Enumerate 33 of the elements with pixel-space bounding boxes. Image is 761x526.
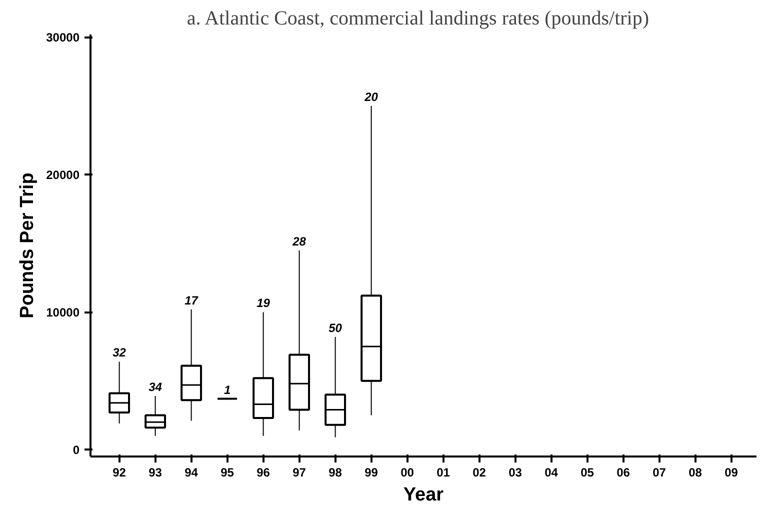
x-tick-label: 93 — [148, 466, 162, 480]
x-tick-label: 02 — [472, 466, 486, 480]
x-tick-label: 03 — [508, 466, 522, 480]
x-tick-label: 06 — [616, 466, 630, 480]
x-tick-label: 95 — [220, 466, 234, 480]
annotation: 28 — [292, 234, 306, 248]
x-tick-label: 09 — [724, 466, 738, 480]
x-axis-title: Year — [403, 484, 444, 506]
x-tick-label: 07 — [652, 466, 666, 480]
y-tick-label: 30000 — [46, 30, 80, 45]
x-tick-label: 94 — [184, 466, 198, 480]
x-tick-label: 92 — [112, 466, 126, 480]
y-tick-label: 0 — [72, 443, 80, 458]
annotation: 19 — [256, 296, 270, 310]
annotation: 1 — [224, 382, 231, 397]
annotation: 20 — [364, 90, 378, 104]
x-tick-label: 05 — [580, 466, 594, 480]
x-tick-label: 01 — [436, 466, 450, 480]
x-tick-label: 08 — [688, 466, 702, 480]
x-tick-label: 97 — [292, 466, 306, 480]
annotation: 34 — [148, 380, 162, 394]
y-tick-label: 10000 — [46, 306, 80, 320]
annotation: 17 — [184, 293, 200, 308]
x-tick-label: 00 — [400, 466, 414, 480]
annotation: 32 — [112, 346, 126, 360]
x-tick-label: 98 — [328, 466, 342, 480]
y-axis-title: Pounds Per Trip — [17, 172, 38, 318]
x-tick-label: 04 — [544, 466, 558, 480]
x-tick-label: 99 — [364, 466, 378, 480]
x-tick-label: 96 — [256, 466, 270, 480]
chart-title: a. Atlantic Coast, commercial landings rates (pounds/trip) — [186, 8, 650, 30]
annotation: 50 — [328, 320, 342, 335]
y-tick-label: 20000 — [46, 168, 80, 182]
